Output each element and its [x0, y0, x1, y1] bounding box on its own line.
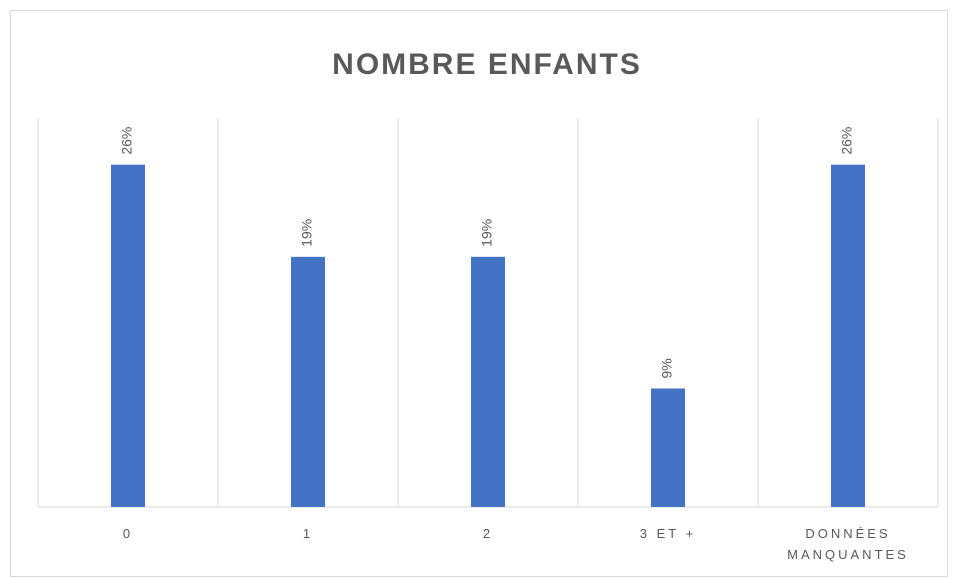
data-label: 19% — [479, 219, 495, 247]
data-label: 9% — [659, 358, 675, 378]
x-tick-label: 0 — [122, 526, 134, 541]
x-tick-label: 3 ET + — [639, 526, 697, 541]
x-tick-label: 1 — [302, 526, 314, 541]
chart-title: NOMBRE ENFANTS — [332, 48, 642, 81]
data-label: 19% — [299, 219, 315, 247]
bar — [291, 256, 325, 507]
bar — [471, 256, 505, 507]
bar — [831, 164, 865, 507]
x-tick-label: DONNÉES MANQUANTES — [787, 526, 909, 562]
bar — [111, 164, 145, 507]
x-tick-label: 2 — [482, 526, 494, 541]
bar — [651, 388, 685, 507]
data-label: 26% — [119, 127, 135, 155]
data-label: 26% — [839, 127, 855, 155]
